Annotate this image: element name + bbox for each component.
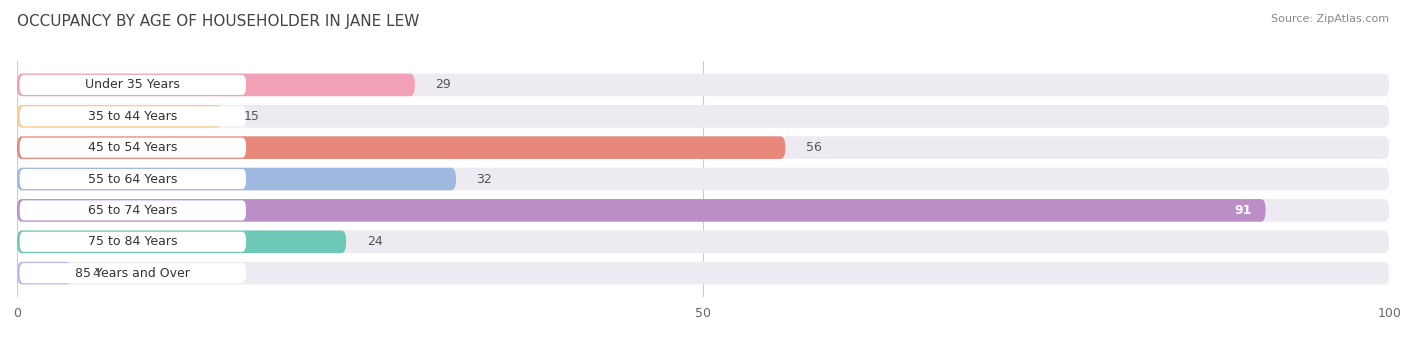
FancyBboxPatch shape	[17, 199, 1265, 222]
FancyBboxPatch shape	[17, 231, 1389, 253]
Text: 29: 29	[436, 78, 451, 91]
Text: OCCUPANCY BY AGE OF HOUSEHOLDER IN JANE LEW: OCCUPANCY BY AGE OF HOUSEHOLDER IN JANE …	[17, 14, 419, 29]
Text: 55 to 64 Years: 55 to 64 Years	[89, 173, 177, 186]
FancyBboxPatch shape	[20, 75, 246, 95]
Text: 32: 32	[477, 173, 492, 186]
FancyBboxPatch shape	[17, 136, 1389, 159]
Text: 24: 24	[367, 235, 382, 248]
FancyBboxPatch shape	[20, 138, 246, 158]
Text: 4: 4	[93, 267, 100, 280]
Text: 65 to 74 Years: 65 to 74 Years	[89, 204, 177, 217]
FancyBboxPatch shape	[20, 232, 246, 252]
FancyBboxPatch shape	[17, 105, 1389, 128]
FancyBboxPatch shape	[17, 136, 786, 159]
FancyBboxPatch shape	[17, 262, 1389, 284]
FancyBboxPatch shape	[17, 74, 415, 96]
Text: Source: ZipAtlas.com: Source: ZipAtlas.com	[1271, 14, 1389, 24]
FancyBboxPatch shape	[20, 169, 246, 189]
Text: Under 35 Years: Under 35 Years	[86, 78, 180, 91]
Text: 15: 15	[243, 110, 259, 123]
FancyBboxPatch shape	[20, 106, 246, 126]
FancyBboxPatch shape	[17, 168, 1389, 190]
Text: 45 to 54 Years: 45 to 54 Years	[89, 141, 177, 154]
FancyBboxPatch shape	[20, 201, 246, 220]
Text: 35 to 44 Years: 35 to 44 Years	[89, 110, 177, 123]
Text: 91: 91	[1234, 204, 1251, 217]
FancyBboxPatch shape	[20, 263, 246, 283]
Text: 75 to 84 Years: 75 to 84 Years	[89, 235, 177, 248]
Text: 85 Years and Over: 85 Years and Over	[76, 267, 190, 280]
Text: 56: 56	[806, 141, 821, 154]
FancyBboxPatch shape	[17, 231, 346, 253]
FancyBboxPatch shape	[17, 74, 1389, 96]
FancyBboxPatch shape	[17, 262, 72, 284]
FancyBboxPatch shape	[17, 168, 456, 190]
FancyBboxPatch shape	[17, 105, 222, 128]
FancyBboxPatch shape	[17, 199, 1389, 222]
